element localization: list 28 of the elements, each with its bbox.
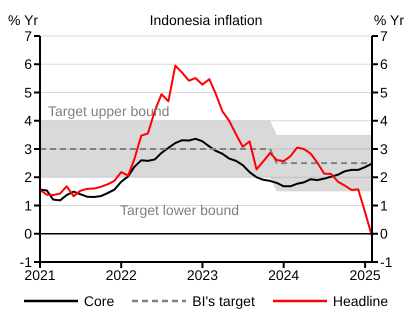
y2-tick-label: 7 (380, 28, 388, 44)
y-tick-label: 0 (24, 226, 32, 242)
y-tick-label: 6 (24, 56, 32, 72)
y2-tick-label: 5 (380, 84, 388, 100)
legend-label: BI's target (192, 293, 255, 309)
y2-tick-label: -1 (380, 254, 393, 270)
y-tick-label: 2 (24, 169, 32, 186)
legend-label: Headline (332, 293, 388, 309)
y-axis-title: % Yr (8, 12, 38, 28)
x-tick-label: 2023 (186, 266, 218, 283)
y2-tick-label: 0 (380, 226, 388, 242)
y2-tick-label: 4 (380, 112, 388, 129)
annotation: Target lower bound (120, 202, 240, 218)
y2-tick-label: 2 (380, 169, 388, 186)
x-tick-label: 2022 (106, 266, 137, 283)
x-tick-label: 2025 (350, 266, 381, 283)
y-tick-label: 7 (24, 28, 32, 44)
y2-tick-label: 1 (380, 197, 388, 214)
y2-tick-label: 3 (380, 140, 388, 157)
y-tick-label: 1 (24, 197, 32, 214)
y-tick-label: 5 (24, 84, 32, 100)
legend-label: Core (84, 293, 114, 309)
y-tick-label: 4 (24, 112, 32, 129)
chart-title: Indonesia inflation (150, 12, 262, 28)
x-tick-label: 2024 (268, 266, 300, 283)
y2-axis-title: % Yr (374, 12, 404, 28)
y2-tick-label: 6 (380, 56, 388, 72)
y-tick-label: 3 (24, 140, 32, 157)
